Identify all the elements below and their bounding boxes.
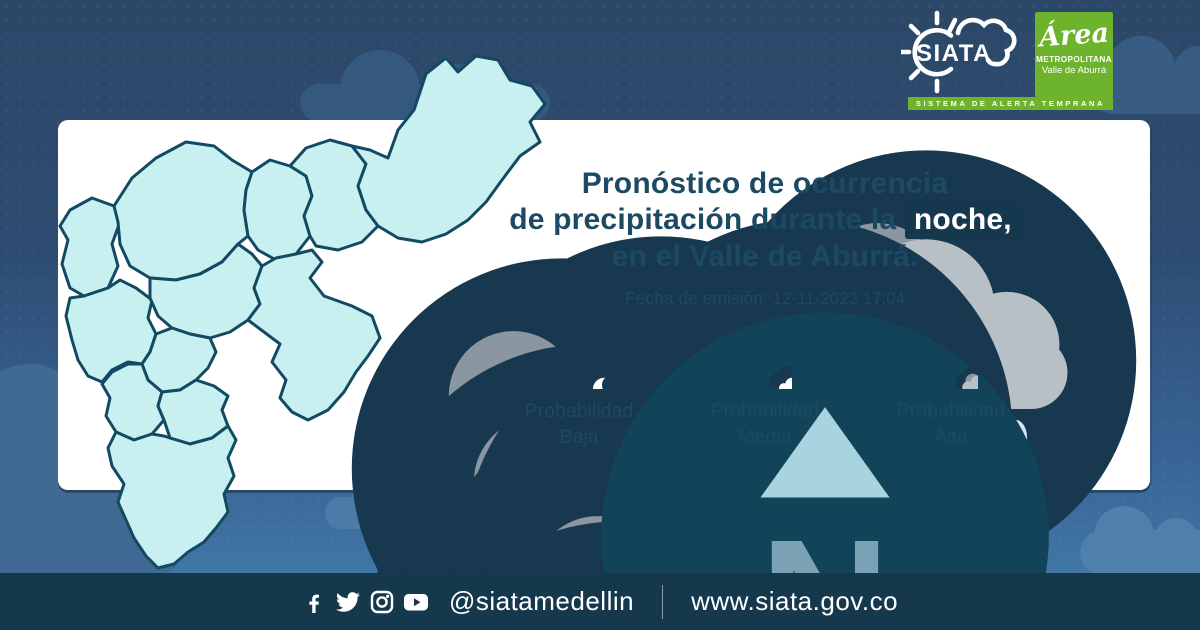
legend-item-baja: Probabilidad Baja [490,335,668,450]
website-url: www.siata.gov.co [691,586,899,616]
siata-tagline: SISTEMA DE ALERTA TEMPRANA [915,99,1106,108]
moon-icon [552,335,606,389]
instagram-icon [370,590,394,613]
youtube-icon [403,593,428,610]
facebook-icon [309,594,319,613]
cloud-moon-rain-icon [738,335,792,389]
time-of-day-badge: noche, [904,203,1021,239]
social-icons [302,590,429,614]
legend-label: Probabilidad Baja [524,400,634,448]
area-metropolitana-logo: Área METROPOLITANA Valle de Aburrá [1035,12,1113,97]
municipality-shapes [58,54,547,570]
social-handle: @siatamedellin [448,586,635,616]
legend-item-alta: Probabilidad Alta [862,335,1040,450]
area-logo-script: Área [1038,17,1110,54]
title-line1: Pronóstico de ocurrencia [581,167,949,200]
cloud-heavy-rain-icon [924,335,978,389]
probability-legend: Probabilidad Baja Probabilidad Media Pro… [478,335,1052,450]
background-cloud [1080,506,1200,576]
twitter-icon [335,591,360,612]
title-line2: de precipitación durante la noche, [478,202,1052,239]
legend-label: Probabilidad Alta [896,400,1006,448]
municipality-shape [288,138,380,252]
forecast-panel: Pronóstico de ocurrencia de precipitació… [478,166,1052,450]
municipality-shape [58,196,122,298]
footer-bar: @siatamedellin www.siata.gov.co [0,573,1200,630]
legend-item-media: Probabilidad Media [676,335,854,450]
page-title: Pronóstico de ocurrencia de precipitació… [478,166,1052,275]
municipality-shape [246,248,382,422]
municipality-shape [350,54,547,244]
area-logo-line2: Valle de Aburrá [1041,65,1107,76]
siata-wordmark: SIATA [916,40,992,67]
emission-date-row: Fecha de emisión: 12-11-2023 17:04 [478,288,1052,309]
siata-tagline-bar: SISTEMA DE ALERTA TEMPRANA [908,97,1113,110]
siata-logo: SIATA [901,10,1017,94]
emission-date-value: 12-11-2023 17:04 [772,290,906,308]
area-logo-line1: METROPOLITANA [1035,55,1112,64]
footer-divider [662,584,664,619]
emission-date-label: Fecha de emisión: [624,288,768,308]
title-line3: en el Valle de Aburrá. [611,240,919,273]
municipality-shape [106,424,238,570]
legend-label: Probabilidad Media [710,400,820,448]
